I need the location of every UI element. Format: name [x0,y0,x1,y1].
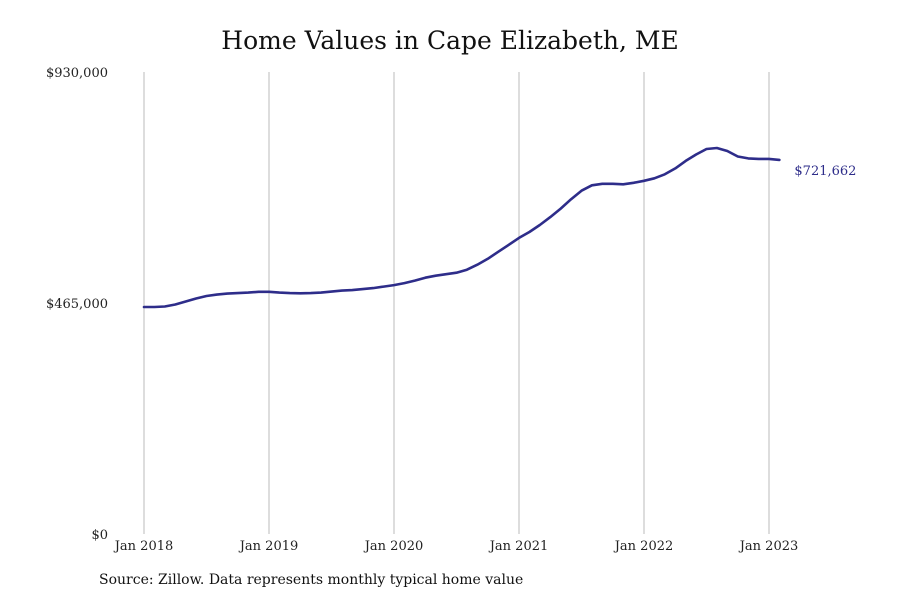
source-note: Source: Zillow. Data represents monthly … [99,572,524,588]
y-tick-label: $465,000 [46,297,108,312]
x-tick-label: Jan 2019 [238,539,299,554]
y-tick-label: $930,000 [46,66,108,81]
x-tick-label: Jan 2021 [488,539,549,554]
x-tick-label: Jan 2022 [613,539,674,554]
chart-title: Home Values in Cape Elizabeth, ME [221,26,679,55]
x-tick-label: Jan 2023 [738,539,799,554]
x-tick-label: Jan 2018 [113,539,174,554]
end-value-label: $721,662 [794,164,856,179]
x-tick-label: Jan 2020 [363,539,424,554]
y-tick-label: $0 [91,528,108,543]
series-line [142,146,781,309]
